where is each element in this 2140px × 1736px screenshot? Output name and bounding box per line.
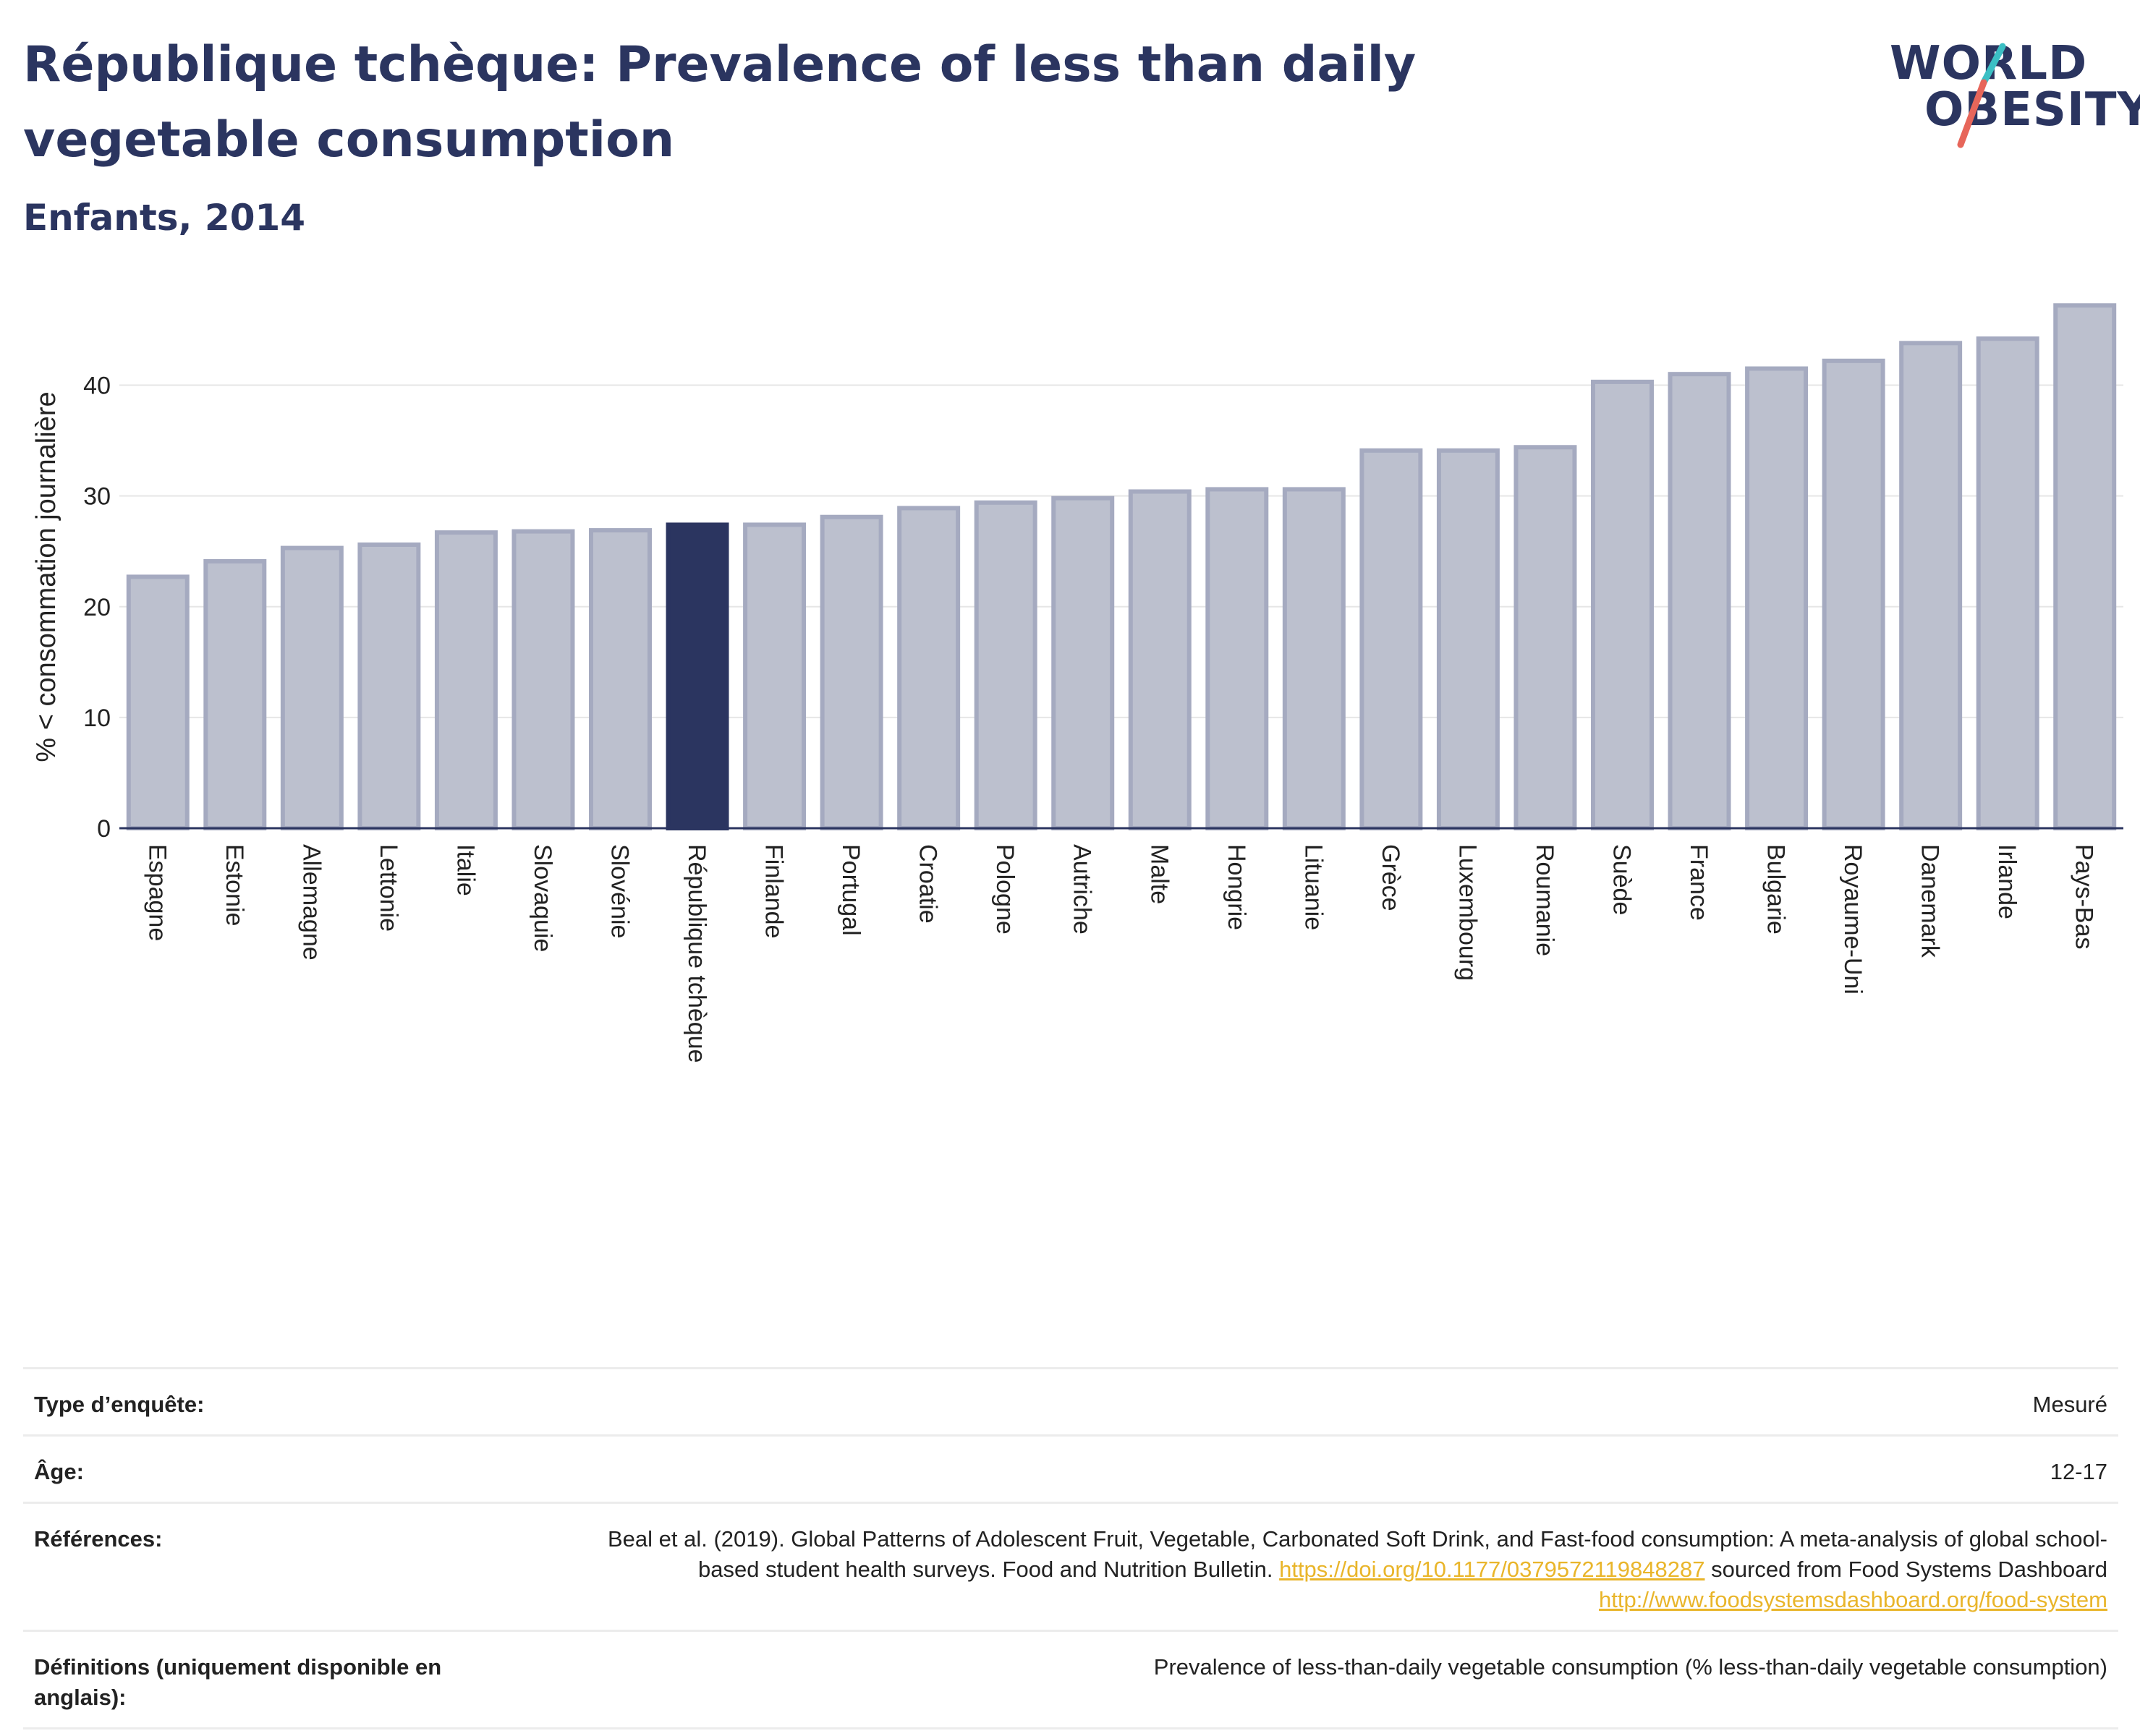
y-tick-label: 0	[97, 815, 111, 843]
bar	[1513, 445, 1577, 830]
meta-row-references: Références: Beal et al. (2019). Global P…	[23, 1502, 2118, 1630]
reference-dashboard-link[interactable]: http://www.foodsystemsdashboard.org/food…	[1599, 1587, 2107, 1612]
x-tick-label: Finlande	[760, 844, 788, 938]
x-tick-label: Slovaquie	[529, 844, 556, 952]
bar	[126, 574, 190, 830]
x-tick-label: France	[1685, 844, 1712, 921]
chart-title: République tchèque: Prevalence of less t…	[23, 36, 1417, 169]
x-tick-label: Italie	[451, 844, 479, 896]
world-obesity-logo: WORLD OBESITY	[1888, 29, 2140, 152]
bar	[1436, 448, 1500, 830]
reference-doi-link[interactable]: https://doi.org/10.1177/0379572119848287	[1279, 1557, 1705, 1582]
logo-text-line2: OBESITY	[1924, 83, 2140, 137]
bar	[511, 529, 575, 830]
x-tick-label: Hongrie	[1223, 844, 1250, 930]
bar	[1128, 489, 1192, 830]
meta-row-age: Âge: 12-17	[23, 1434, 2118, 1502]
x-tick-label: Luxembourg	[1453, 844, 1481, 981]
meta-value: Prevalence of less-than-daily vegetable …	[1153, 1654, 2107, 1680]
x-tick-label: Pays-Bas	[2071, 844, 2098, 950]
bar	[1205, 487, 1269, 830]
bar	[357, 542, 421, 830]
meta-label: Type d’enquête:	[34, 1392, 205, 1417]
bar	[1822, 358, 1885, 830]
x-tick-label: Lettonie	[375, 844, 402, 932]
meta-row-survey-type: Type d’enquête: Mesuré	[23, 1367, 2118, 1434]
x-tick-label: Slovénie	[606, 844, 634, 938]
x-tick-label: Espagne	[143, 844, 171, 941]
bar	[820, 514, 883, 830]
meta-value: Mesuré	[2032, 1392, 2107, 1417]
bar	[897, 506, 961, 830]
x-tick-label: Lituanie	[1299, 844, 1327, 930]
bar	[1359, 448, 1423, 830]
y-axis-ticks: 0 10 20 30 40	[83, 373, 111, 843]
x-tick-label: Suède	[1608, 844, 1636, 915]
x-tick-label: Allemagne	[297, 844, 325, 961]
x-tick-label: Autriche	[1069, 844, 1096, 935]
meta-label: Références:	[34, 1526, 163, 1552]
meta-label: Âge:	[34, 1459, 84, 1484]
x-tick-label: Irlande	[1993, 844, 2021, 919]
y-tick-label: 40	[83, 373, 111, 400]
x-tick-label: Roumanie	[1531, 844, 1558, 956]
bar	[203, 558, 267, 830]
x-tick-label: Malte	[1145, 844, 1173, 904]
bar-chart: 0 10 20 30 40 Espagne Estonie Allemagne Lettoni…	[31, 303, 2123, 1063]
reference-source-text: sourced from Food Systems Dashboard	[1711, 1557, 2107, 1582]
y-tick-label: 10	[83, 705, 111, 732]
bar	[743, 522, 807, 830]
metadata-table: Type d’enquête: Mesuré Âge: 12-17 Référe…	[23, 1367, 2118, 1729]
bar	[1976, 336, 2039, 830]
meta-label: Définitions (uniquement disponible en an…	[34, 1654, 442, 1710]
y-tick-label: 20	[83, 594, 111, 621]
bar	[974, 500, 1037, 830]
chart-subtitle: Enfants, 2014	[23, 197, 306, 239]
bar	[1745, 366, 1809, 830]
x-tick-label: Bulgarie	[1762, 844, 1790, 935]
meta-row-definitions: Définitions (uniquement disponible en an…	[23, 1630, 2118, 1729]
x-tick-label: Estonie	[221, 844, 248, 926]
bar	[1282, 487, 1346, 830]
bar	[280, 545, 344, 830]
y-axis-title: % < consommation journalière	[31, 391, 61, 762]
meta-value-references: Beal et al. (2019). Global Patterns of A…	[552, 1524, 2107, 1615]
bar	[1668, 372, 1731, 830]
x-tick-label: République tchèque	[683, 844, 710, 1063]
x-tick-label: Portugal	[837, 844, 865, 936]
bar	[2053, 303, 2117, 830]
bar	[589, 528, 652, 830]
meta-value: 12-17	[2050, 1459, 2107, 1484]
y-tick-label: 30	[83, 483, 111, 511]
bar	[1899, 341, 1963, 830]
x-tick-label: Danemark	[1916, 844, 1944, 958]
bar	[434, 530, 498, 830]
x-tick-label: Croatie	[914, 844, 942, 924]
logo-slash-icon	[1957, 43, 2006, 148]
reference-text: Beal et al. (2019). Global Patterns of A…	[607, 1526, 2107, 1582]
bars	[126, 303, 2117, 830]
x-tick-label: Pologne	[991, 844, 1019, 935]
bar	[1591, 379, 1654, 830]
bar	[1051, 495, 1115, 830]
x-tick-label: Royaume-Uni	[1839, 844, 1867, 995]
x-tick-label: Grèce	[1377, 844, 1404, 911]
bar-highlighted	[666, 522, 729, 830]
x-axis-labels: Espagne Estonie Allemagne Lettonie Italie Slo…	[143, 844, 2097, 1063]
